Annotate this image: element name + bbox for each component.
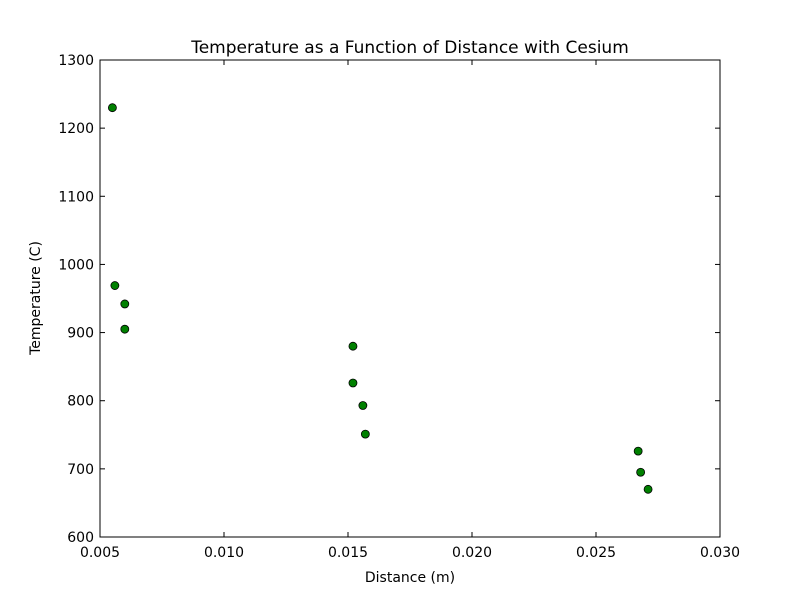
plot-area <box>100 60 720 537</box>
data-point <box>348 341 358 351</box>
x-tick-label: 0.010 <box>204 545 244 561</box>
data-points <box>108 103 653 494</box>
x-tick-label: 0.020 <box>452 545 492 561</box>
y-tick-label: 1300 <box>58 53 94 69</box>
data-point <box>633 446 643 456</box>
y-tick-label: 700 <box>67 462 94 478</box>
y-tick-label: 1200 <box>58 121 94 137</box>
y-tick-label: 800 <box>67 394 94 410</box>
data-point <box>360 429 370 439</box>
data-point <box>110 281 120 290</box>
plot-frame <box>99 59 721 538</box>
data-point <box>120 324 130 334</box>
x-axis-label: Distance (m) <box>365 570 455 586</box>
y-tick-label: 1100 <box>58 189 94 205</box>
y-tick-label: 900 <box>67 326 94 342</box>
y-axis-label: Temperature (C) <box>28 241 44 356</box>
y-tick-label: 600 <box>67 530 94 546</box>
y-tick-label: 1000 <box>58 257 94 273</box>
chart-title: Temperature as a Function of Distance wi… <box>190 38 629 58</box>
axis-ticks: 0.005 0.010 0.015 0.020 0.025 0.030 600 700 800 9… <box>58 53 740 561</box>
data-point <box>358 401 368 410</box>
data-point <box>108 103 117 113</box>
data-point <box>643 484 653 494</box>
data-point <box>348 378 358 388</box>
data-point <box>120 299 130 309</box>
x-tick-label: 0.030 <box>700 545 740 561</box>
data-point <box>636 467 646 477</box>
x-tick-label: 0.025 <box>576 545 616 561</box>
x-tick-label: 0.005 <box>80 545 120 561</box>
x-tick-label: 0.015 <box>328 545 368 561</box>
